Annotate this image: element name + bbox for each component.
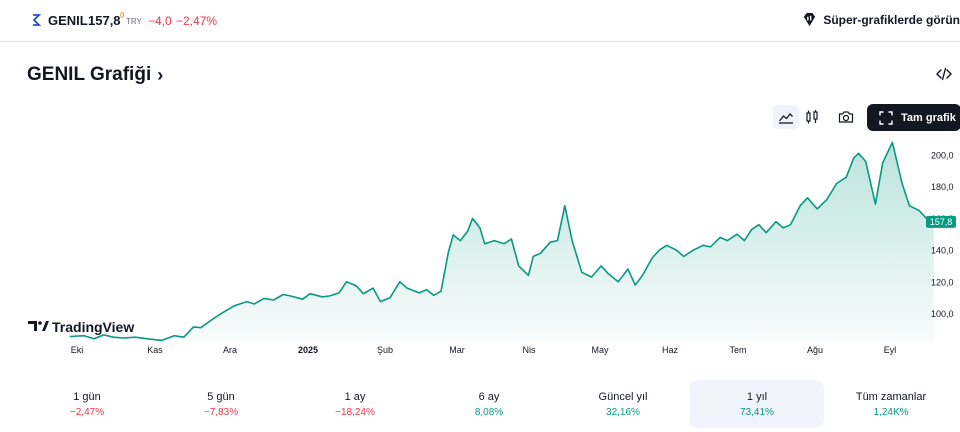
period-value: −18,24%: [335, 406, 375, 418]
period-ytd[interactable]: Güncel yıl 32,16%: [556, 380, 690, 428]
y-tick-label: 140,0: [931, 246, 954, 256]
chart-title-text: GENIL Grafiği: [27, 64, 152, 85]
x-tick-label: 2025: [298, 345, 318, 355]
period-6m[interactable]: 6 ay 8,08%: [422, 380, 556, 428]
y-tick-label: 180,0: [931, 182, 954, 192]
period-label: 5 gün: [207, 390, 235, 403]
x-tick-label: Ara: [223, 345, 237, 355]
x-tick-label: May: [591, 345, 609, 355]
area-chart-button[interactable]: [773, 105, 799, 129]
snapshot-button[interactable]: [833, 105, 859, 129]
chevron-right-icon: ›: [157, 64, 164, 85]
candles-icon: [806, 110, 818, 124]
period-value: 8,08%: [474, 406, 504, 418]
price-change-percent: −2,47%: [176, 14, 218, 28]
symbol-logo-icon: [32, 14, 42, 26]
period-value: 73,41%: [740, 406, 774, 418]
x-tick-label: Şub: [377, 345, 393, 355]
period-all[interactable]: Tüm zamanlar 1,24K%: [824, 380, 958, 428]
symbol-name[interactable]: GENIL: [48, 13, 88, 28]
x-tick-label: Eki: [71, 345, 84, 355]
y-tick-label: 120,0: [931, 277, 954, 287]
period-selector: 1 gün −2,47% 5 gün −7,83% 1 ay −18,24% 6…: [20, 380, 960, 428]
price-superscript: 0: [120, 11, 125, 20]
candles-button[interactable]: [799, 105, 825, 129]
x-tick-label: Tem: [729, 345, 746, 355]
embed-code-icon[interactable]: [936, 67, 952, 81]
period-label: 1 gün: [73, 390, 101, 403]
x-tick-label: Mar: [449, 345, 465, 355]
y-tick-label: 100,0: [931, 309, 954, 319]
fullscreen-icon: [879, 110, 893, 125]
last-price-box: [926, 215, 956, 228]
super-charts-icon: [804, 12, 816, 27]
symbol-header: GENIL 157,8 0 TRY −4,0 −2,47% Süper-graf…: [0, 0, 960, 42]
period-value: 1,24K%: [873, 406, 909, 418]
period-5d[interactable]: 5 gün −7,83%: [154, 380, 288, 428]
period-value: −7,83%: [203, 406, 239, 418]
x-tick-label: Nis: [523, 345, 536, 355]
period-label: Tüm zamanlar: [855, 390, 927, 403]
price-change: −4,0: [148, 14, 172, 28]
period-1m[interactable]: 1 ay −18,24%: [288, 380, 422, 428]
symbol-price: 157,8: [88, 13, 121, 28]
period-label: 1 ay: [344, 390, 366, 403]
period-value: −2,47%: [69, 406, 105, 418]
currency-label: TRY: [126, 17, 142, 26]
x-tick-label: Ağu: [807, 345, 823, 355]
full-chart-label: Tam grafik: [901, 111, 956, 124]
x-tick-label: Eyl: [884, 345, 897, 355]
tradingview-watermark[interactable]: TradingView: [28, 319, 134, 335]
chart-title[interactable]: GENIL Grafiği ›: [27, 64, 163, 86]
period-label: 6 ay: [478, 390, 500, 403]
x-tick-label: Kas: [147, 345, 163, 355]
period-value: 32,16%: [606, 406, 640, 418]
area-chart-icon: [778, 113, 793, 124]
price-area-fill: [69, 142, 934, 342]
super-charts-label: Süper-grafiklerde görün: [823, 12, 960, 27]
full-chart-button[interactable]: Tam grafik: [867, 104, 960, 131]
last-price-marker: 157,8: [926, 215, 956, 228]
period-label: 1 yıl: [746, 390, 768, 403]
period-1d[interactable]: 1 gün −2,47%: [20, 380, 154, 428]
last-price-label: 157,8: [930, 217, 953, 227]
camera-icon: [838, 111, 854, 123]
period-1y[interactable]: 1 yıl 73,41%: [690, 380, 824, 428]
super-charts-link[interactable]: Süper-grafiklerde görün: [802, 12, 960, 27]
tradingview-logo-icon: [28, 321, 49, 331]
x-tick-label: Haz: [662, 345, 679, 355]
x-axis: Eki Kas Ara 2025 Şub Mar Nis May Haz Tem Ağu Eyl: [71, 345, 897, 355]
period-label: Güncel yıl: [598, 390, 648, 403]
y-tick-label: 200,0: [931, 151, 954, 161]
price-line: [69, 141, 935, 342]
watermark-text: TradingView: [52, 319, 134, 335]
